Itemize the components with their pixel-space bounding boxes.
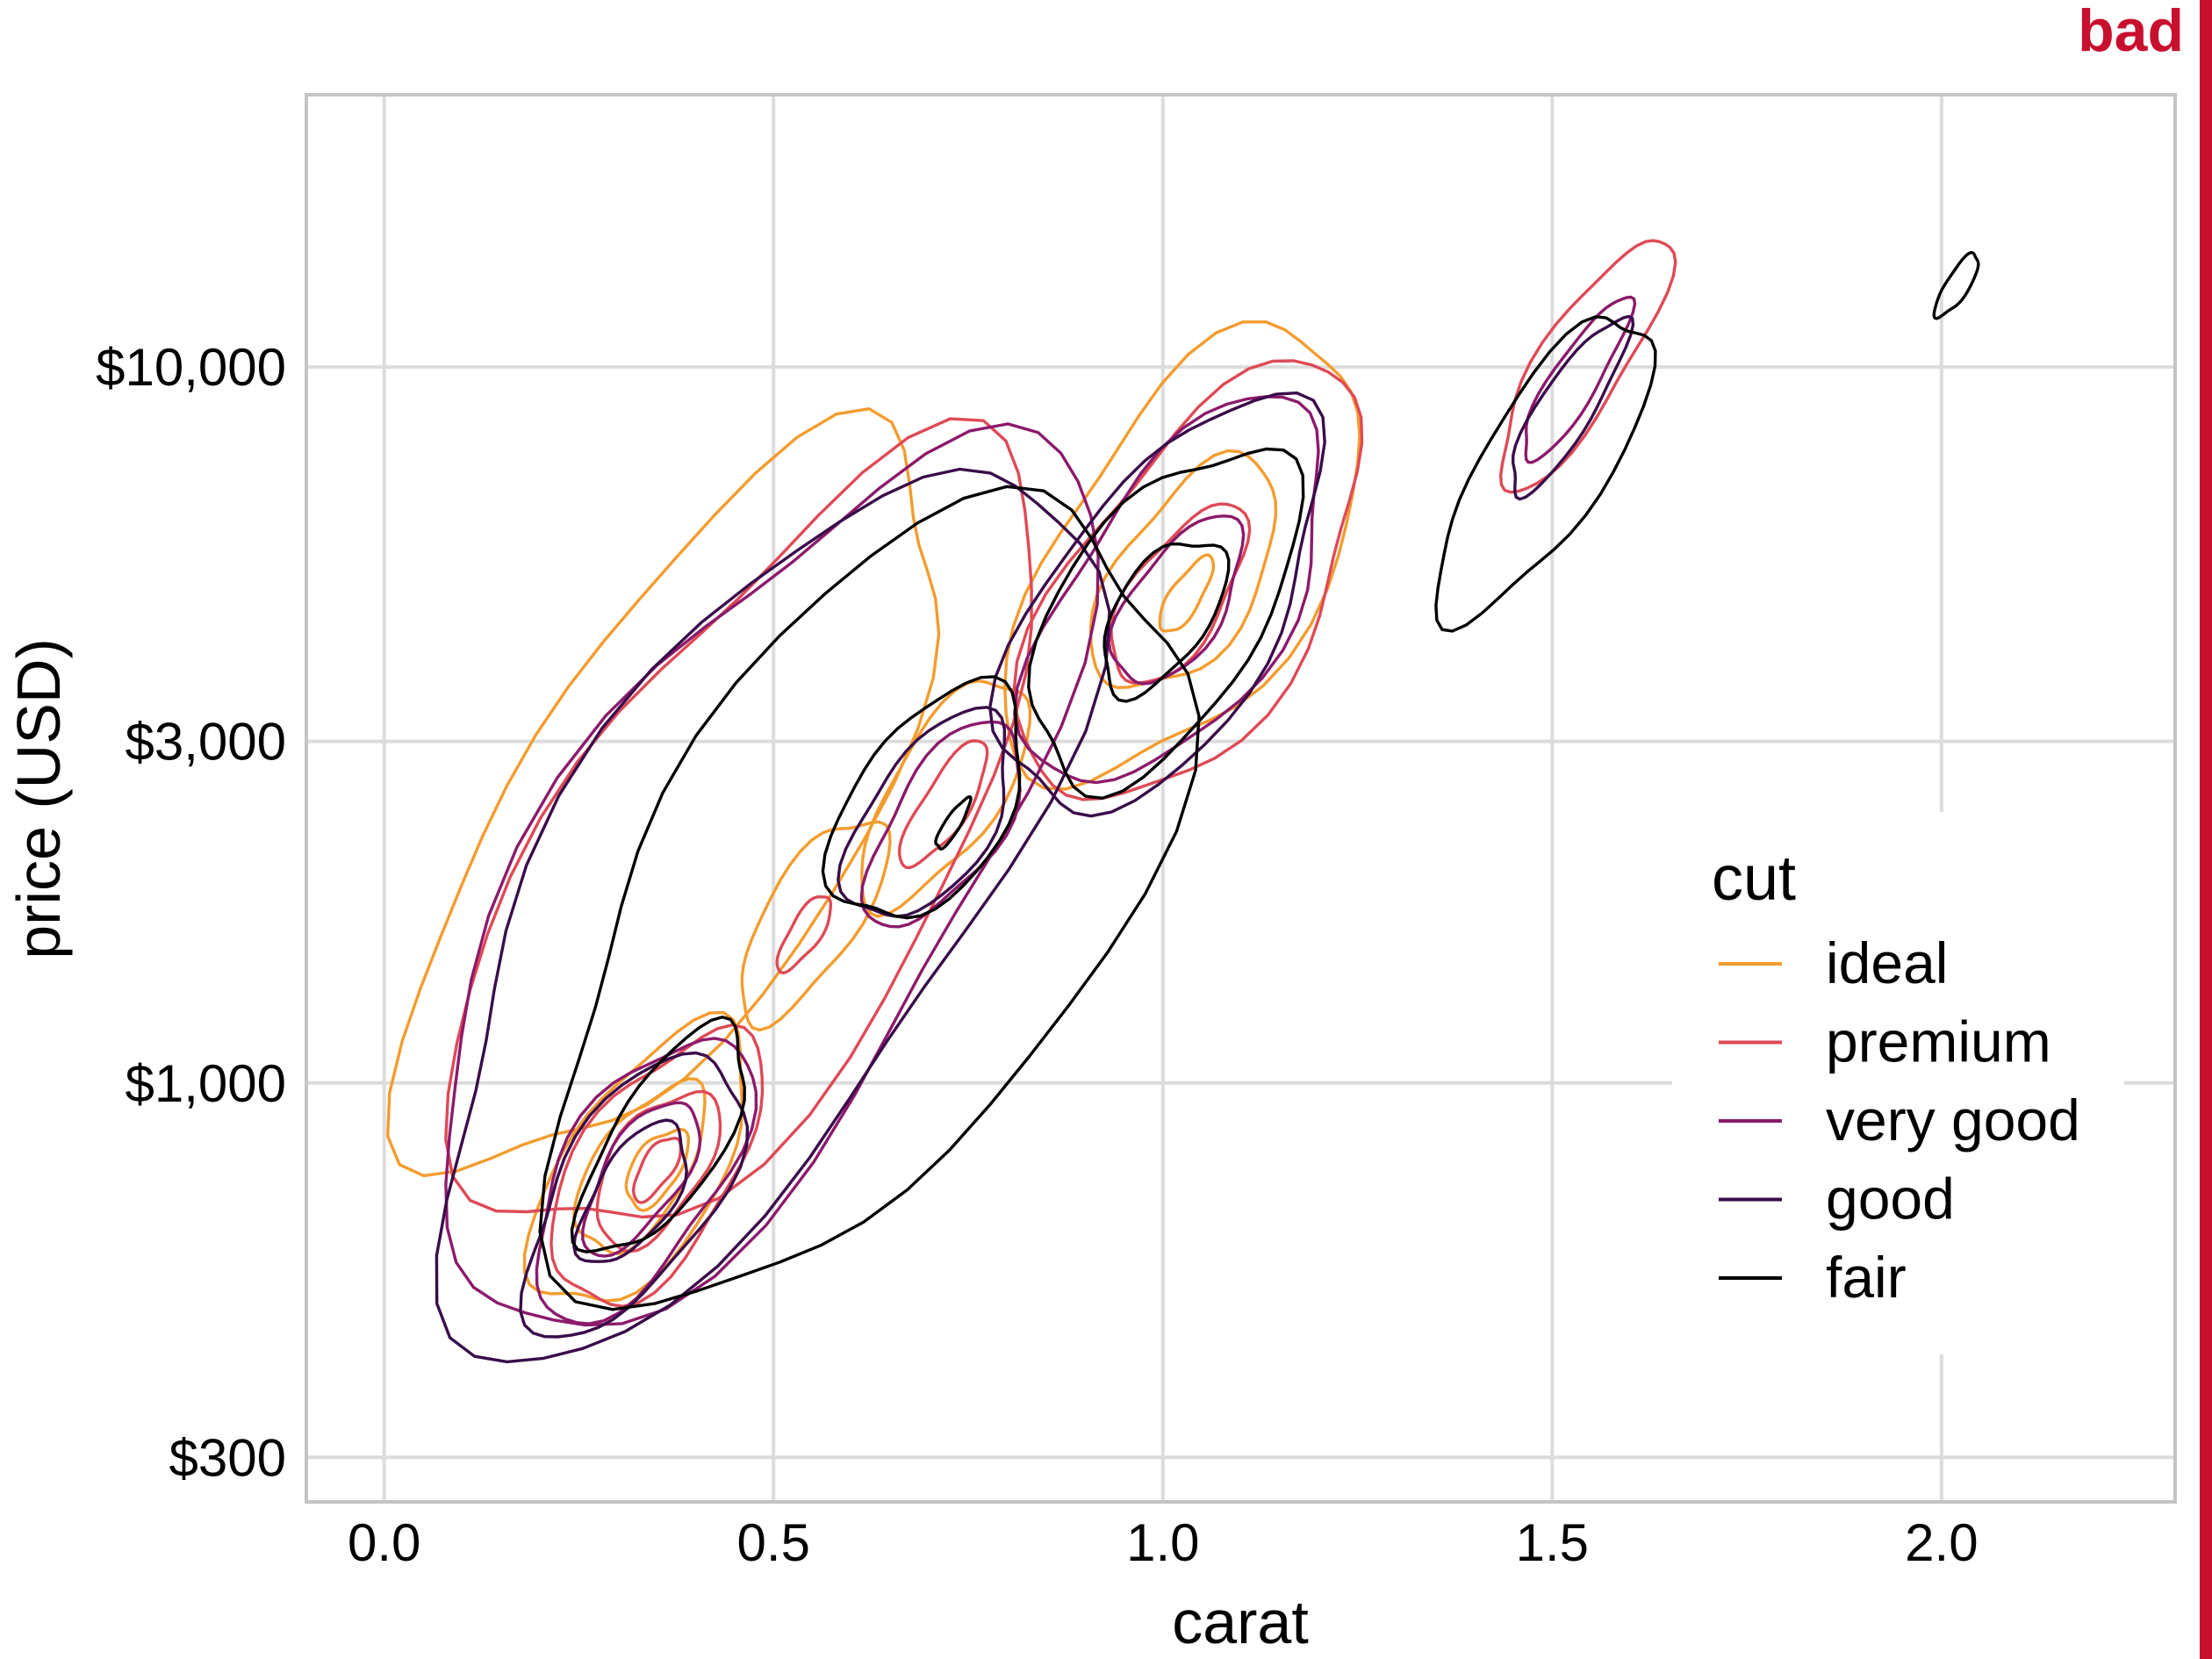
contour-premium: [775, 895, 832, 974]
contour-ideal: [740, 820, 892, 1032]
y-tick-label: $300: [169, 1428, 286, 1487]
contour-fair: [570, 1016, 746, 1253]
contour-very-good: [535, 1037, 758, 1325]
contour-premium: [897, 739, 989, 870]
series-fair: [538, 250, 1980, 1311]
y-tick-label: $10,000: [96, 338, 286, 397]
x-axis-title: carat: [1172, 1588, 1309, 1656]
contour-premium: [595, 1089, 722, 1253]
legend-label: good: [1826, 1167, 1955, 1232]
contour-fair: [1434, 315, 1657, 633]
contour-fair: [1932, 250, 1980, 320]
contour-good: [1512, 314, 1635, 501]
contour-premium: [1499, 239, 1677, 494]
contour-fair: [821, 675, 1022, 920]
legend-label: premium: [1826, 1009, 2051, 1074]
contour-premium: [631, 1137, 683, 1204]
contour-very-good: [581, 1101, 702, 1258]
contour-ideal: [1158, 553, 1216, 633]
series-very-good: [444, 295, 1637, 1327]
contour-good: [519, 1051, 750, 1339]
legend-label: ideal: [1826, 930, 1948, 995]
x-tick-label: 1.0: [1126, 1513, 1199, 1572]
contour-good: [434, 467, 1111, 1364]
contour-fair: [1102, 542, 1231, 703]
contour-fair: [538, 485, 1201, 1311]
legend-label: very good: [1826, 1088, 2080, 1153]
legend: cut ideal premium very good good fair: [1712, 844, 2080, 1310]
legend-title: cut: [1712, 844, 1796, 914]
series-ideal: [386, 320, 1361, 1303]
legend-background: [1672, 812, 2124, 1354]
bad-badge: bad: [2078, 0, 2184, 64]
x-tick-label: 1.5: [1516, 1513, 1589, 1572]
contour-ideal: [1003, 320, 1361, 791]
contour-fair: [1027, 447, 1305, 800]
legend-label: fair: [1826, 1245, 1907, 1310]
bad-side-bar: [2200, 0, 2212, 1659]
contour-premium: [549, 1023, 765, 1308]
y-tick-label: $1,000: [125, 1054, 286, 1113]
contour-good: [988, 391, 1326, 818]
contour-ideal: [386, 407, 941, 1178]
contour-good: [837, 706, 1006, 918]
y-axis-title: price (USD): [4, 638, 73, 959]
contour-ideal: [860, 679, 1032, 918]
contour-ideal: [1088, 449, 1278, 689]
contour-lines: [386, 239, 1980, 1364]
contour-fair: [934, 794, 973, 851]
contour-good: [572, 1118, 688, 1263]
x-tick-label: 0.0: [348, 1513, 420, 1572]
plot-panel-border: [305, 93, 2177, 1504]
axis-labels: 0.0 0.5 1.0 1.5 2.0 $300 $1,000 $3,000 $10,000: [96, 338, 1978, 1572]
y-tick-label: $3,000: [125, 713, 286, 772]
x-tick-label: 0.5: [737, 1513, 810, 1572]
x-tick-label: 2.0: [1905, 1513, 1978, 1572]
contour-very-good: [444, 422, 1100, 1327]
series-good: [434, 314, 1635, 1364]
contour-very-good: [1524, 295, 1637, 464]
